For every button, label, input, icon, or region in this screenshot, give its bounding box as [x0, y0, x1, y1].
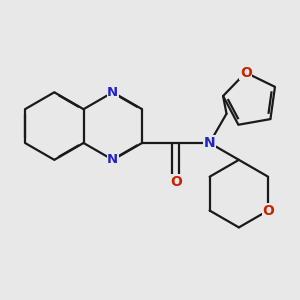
Text: N: N: [107, 86, 118, 99]
Text: N: N: [204, 136, 215, 150]
Text: O: O: [262, 203, 274, 218]
Text: N: N: [107, 153, 118, 167]
Text: O: O: [170, 175, 182, 189]
Text: O: O: [240, 66, 252, 80]
